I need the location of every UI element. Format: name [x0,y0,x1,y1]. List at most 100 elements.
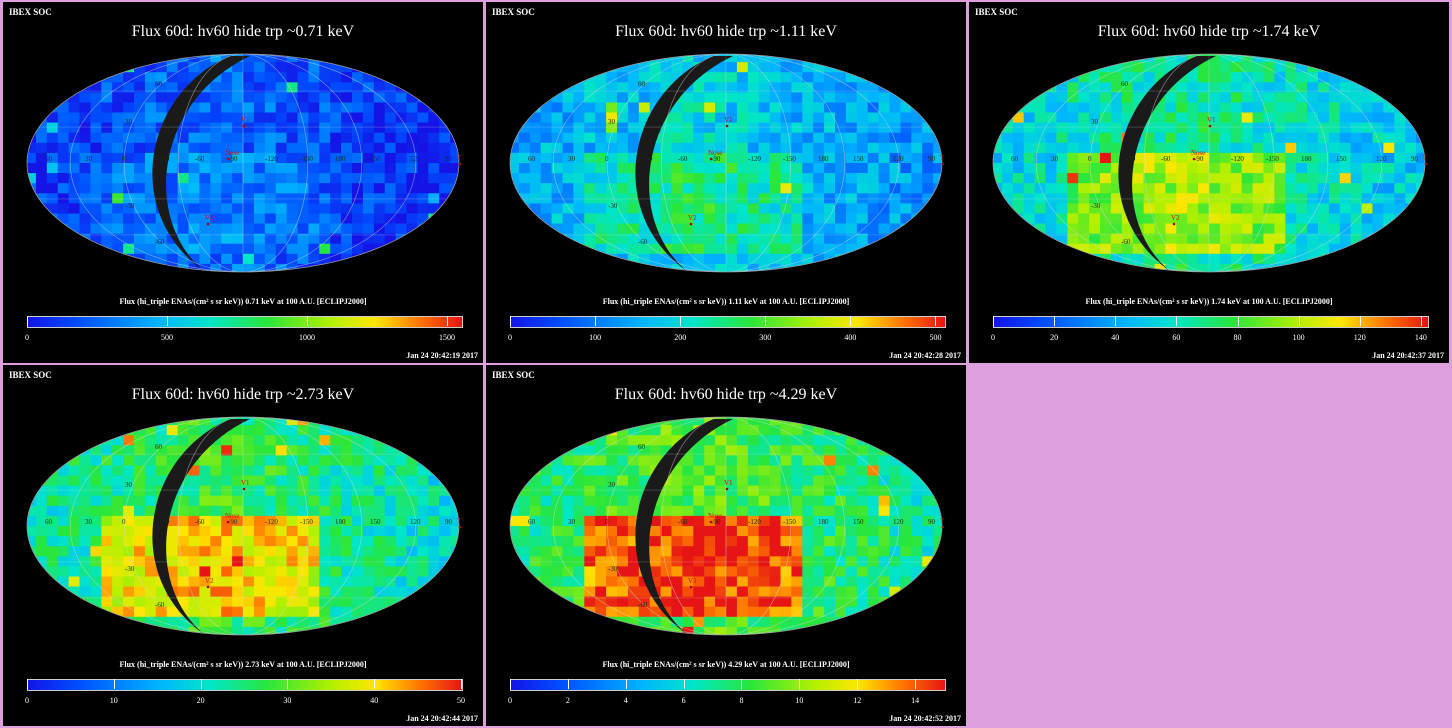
map-pixel [510,54,520,63]
map-pixel [1045,142,1057,154]
map-pixel [199,183,211,194]
map-pixel [1209,243,1221,255]
map-pixel [1012,62,1025,73]
map-pixel [101,495,113,507]
map-pixel [1198,193,1210,204]
map-pixel [395,72,408,83]
map-pixel [595,223,607,235]
map-pixel [1100,233,1112,245]
meridian-line [660,54,792,272]
map-pixel [101,163,113,174]
map-pixel [627,445,640,456]
map-pixel [660,213,673,225]
map-pixel [747,485,760,497]
map-pixel [341,122,353,134]
map-pixel [518,183,531,194]
map-pixel [867,566,880,578]
map-pixel [144,425,157,436]
map-pixel [736,515,749,527]
map-pixel [510,596,520,608]
map-pixel [428,132,440,144]
map-pixel [199,596,211,608]
map-pixel [617,536,629,547]
map-pixel [68,102,81,114]
map-pixel [123,505,135,517]
map-pixel [758,425,771,436]
map-pixel [1110,122,1123,134]
map-pixel [275,82,288,93]
map-pixel [450,233,459,245]
map-pixel [911,626,923,635]
map-pixel [878,515,891,527]
map-pixel [715,223,727,235]
map-pixel [373,193,386,204]
map-pixel [1219,263,1232,272]
map-pixel [1132,243,1145,255]
map-pixel [747,536,760,547]
map-pixel [188,102,200,114]
map-pixel [627,203,640,215]
map-pixel [1110,82,1123,93]
map-pixel [529,515,542,527]
map-pixel [362,82,375,93]
map-pixel [510,62,520,73]
map-pixel [384,263,397,272]
map-pixel [671,546,683,557]
map-pixel [529,62,542,73]
map-pixel [584,445,596,456]
map-pixel [330,425,342,436]
map-pixel [900,417,912,426]
map-pixel [1241,122,1254,134]
map-pixel [1241,183,1254,194]
map-pixel [275,72,288,83]
map-pixel [627,546,640,557]
map-pixel [1219,183,1232,194]
map-pixel [1187,92,1199,104]
map-pixel [232,526,244,537]
map-pixel [1089,92,1101,104]
latitude-label: -30 [1091,202,1101,210]
map-pixel [627,536,640,547]
map-pixel [747,223,760,235]
map-pixel [835,152,847,164]
map-pixel [1187,213,1199,225]
map-pixel [134,465,146,477]
map-pixel [144,142,157,154]
map-pixel [362,223,375,235]
map-pixel [584,92,596,104]
map-pixel [682,465,694,477]
map-pixel [319,566,331,578]
colorbar-tick-label: 14 [911,696,920,705]
map-pixel [1285,62,1297,73]
map-pixel [835,122,847,134]
map-pixel [1252,193,1265,204]
map-pixel [199,556,211,567]
map-pixel [264,213,277,225]
map-pixel [297,243,309,255]
map-pixel [1078,92,1090,104]
map-pixel [101,173,113,184]
map-pixel [856,142,869,154]
map-pixel [573,152,585,164]
map-pixel [1100,142,1112,154]
map-pixel [1154,72,1166,83]
map-pixel [1372,183,1384,194]
map-pixel [264,92,277,104]
map-pixel [341,445,353,456]
map-pixel [134,112,146,124]
map-pixel [1132,142,1145,154]
map-pixel [308,243,320,255]
map-pixel [253,122,266,134]
map-pixel [439,142,451,154]
map-pixel [1121,82,1134,93]
map-pixel [1034,163,1047,174]
map-pixel [911,445,923,456]
map-pixel [747,626,760,635]
map-pixel [90,515,102,527]
map-pixel [134,586,146,598]
map-pixel [395,485,408,497]
map-pixel [1078,152,1090,164]
map-pixel [188,122,200,134]
map-pixel [27,425,37,436]
map-pixel [362,112,375,124]
